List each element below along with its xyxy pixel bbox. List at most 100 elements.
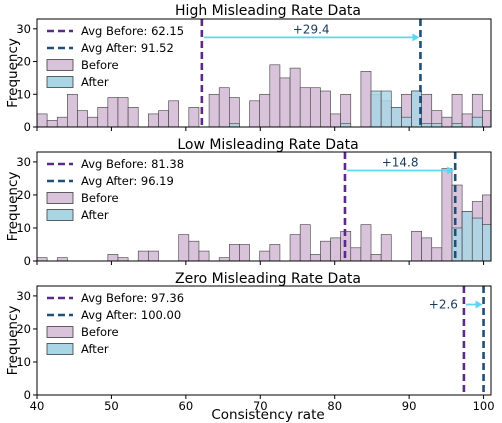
before-bar: [360, 224, 372, 261]
bars: [462, 286, 485, 395]
bars: [37, 19, 502, 127]
x-tick-label: 100: [473, 399, 495, 413]
before-bar: [107, 254, 119, 261]
legend-avg-after: Avg After: 96.19: [47, 174, 174, 188]
after-bar: [461, 211, 473, 261]
before-bar: [299, 87, 311, 127]
before-bar: [492, 117, 502, 127]
before-bar: [259, 250, 271, 261]
before-bar: [117, 97, 129, 127]
before-bar: [178, 234, 190, 261]
before-bar: [77, 110, 88, 127]
plot-frame: [36, 285, 492, 396]
legend-before: Before: [46, 58, 119, 72]
before-bar: [107, 97, 119, 127]
legend-label: After: [81, 208, 109, 222]
before-bar: [451, 93, 463, 127]
y-tick-label: 20: [16, 55, 31, 69]
before-bar: [309, 254, 321, 261]
before-bar: [421, 237, 433, 261]
before-bar: [97, 107, 109, 127]
plot-frame: [36, 151, 492, 262]
delta-arrow: [203, 33, 420, 42]
x-tick-label: 60: [179, 399, 194, 413]
before-bar: [56, 116, 68, 127]
after-bar: [482, 224, 491, 261]
before-bar: [188, 107, 200, 127]
y-tick-label: 30: [16, 155, 31, 169]
before-bar: [218, 87, 230, 127]
y-axis-label: Frequency: [5, 306, 21, 376]
x-tick-label: 70: [253, 399, 268, 413]
x-tick-label: 90: [402, 399, 417, 413]
before-bar: [208, 93, 220, 127]
panel-title: Zero Misleading Rate Data: [175, 271, 361, 287]
before-bar: [289, 67, 301, 127]
legend: Avg Before: 81.38 Avg After: 96.19 Before A…: [46, 157, 184, 222]
before-bar: [67, 93, 78, 127]
delta-label: +2.6: [429, 298, 458, 312]
legend: Avg Before: 62.15 Avg After: 91.52 Before A…: [46, 24, 184, 89]
x-tick-label: 40: [30, 399, 45, 413]
before-bar: [492, 225, 502, 261]
before-bar: [299, 224, 311, 261]
after-bar: [370, 90, 382, 127]
legend-label: Avg Before: 97.36: [81, 291, 184, 305]
before-bar: [431, 247, 443, 261]
before-bar: [461, 113, 473, 127]
before-bar: [380, 234, 392, 261]
y-axis-label: Frequency: [5, 172, 21, 242]
before-bar: [320, 90, 331, 127]
y-tick-label: 20: [16, 322, 31, 336]
before-bar: [370, 254, 382, 261]
y-tick-label: 0: [24, 388, 31, 402]
before-bar: [320, 240, 331, 261]
before-bar: [411, 230, 422, 261]
before-bar: [421, 93, 433, 127]
legend-label: After: [81, 75, 109, 89]
legend-avg-before: Avg Before: 62.15: [47, 24, 184, 38]
y-tick-label: 10: [16, 87, 31, 101]
legend-label: Avg After: 91.52: [81, 41, 174, 55]
legend-avg-after: Avg After: 100.00: [47, 308, 181, 322]
plot-frame: [36, 18, 492, 128]
before-bar: [46, 120, 58, 127]
legend-after: After: [46, 342, 109, 356]
panel-3: +2.6 0 10 20 30 40 50 60 70 80 90 100 Zero Misleadin…: [5, 271, 495, 413]
legend-before: Before: [46, 191, 119, 205]
before-bar: [360, 71, 372, 127]
before-bar: [350, 247, 362, 261]
before-bar: [441, 116, 453, 127]
y-tick-label: 20: [16, 188, 31, 202]
panel-1: +29.4 0 10 20 30 High Misleading Rate Data Fre…: [5, 3, 502, 134]
before-bar: [168, 100, 180, 127]
before-bar: [137, 250, 149, 261]
before-bar: [148, 250, 159, 261]
after-bar: [390, 107, 402, 127]
delta-label: +29.4: [293, 22, 330, 36]
before-bar: [441, 168, 453, 261]
before-bar: [229, 97, 240, 127]
legend-before: Before: [46, 325, 119, 339]
before-bar: [148, 113, 159, 127]
legend-label: After: [81, 342, 109, 356]
delta-arrow: [346, 166, 455, 175]
legend-after: After: [46, 75, 109, 89]
panel-title: High Misleading Rate Data: [175, 3, 361, 19]
y-tick-label: 10: [16, 221, 31, 235]
panel-title: Low Misleading Rate Data: [177, 137, 358, 153]
legend-label: Avg Before: 62.15: [81, 24, 184, 38]
x-tick-label: 50: [104, 399, 119, 413]
before-bar: [198, 250, 210, 261]
before-bar: [279, 77, 291, 127]
before-bar: [330, 237, 341, 261]
y-tick-label: 0: [24, 254, 31, 268]
after-bar: [471, 217, 483, 261]
legend-label: Avg After: 100.00: [81, 308, 181, 322]
y-tick-label: 10: [16, 355, 31, 369]
before-bar: [309, 87, 321, 127]
delta-label: +14.8: [382, 156, 419, 170]
delta-arrow: [465, 300, 483, 309]
before-bar: [330, 113, 341, 127]
